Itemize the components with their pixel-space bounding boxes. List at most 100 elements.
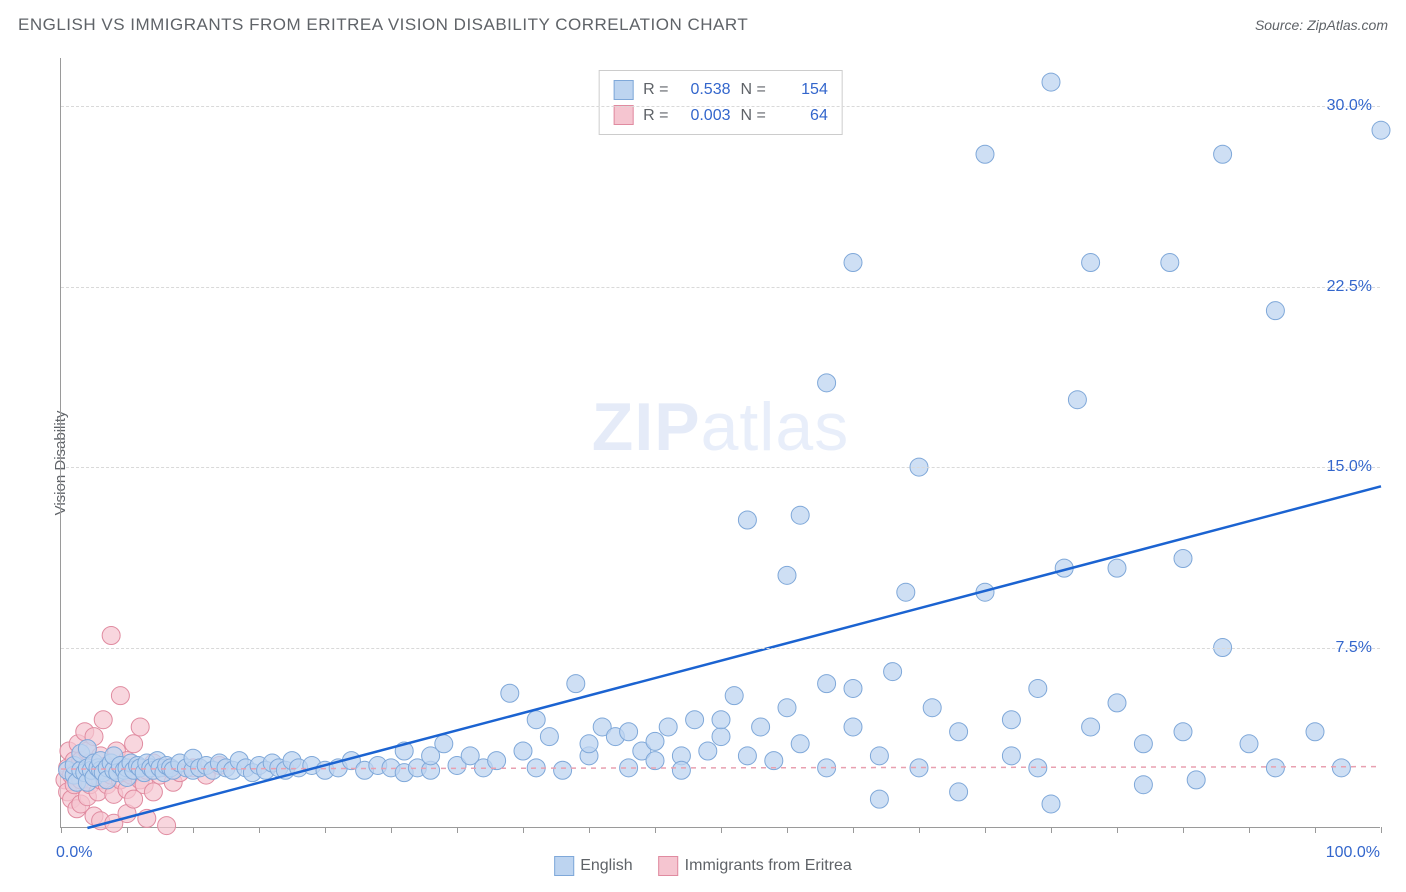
- scatter-point-english: [791, 506, 809, 524]
- scatter-point-english: [1187, 771, 1205, 789]
- x-tick: [1117, 827, 1118, 833]
- scatter-point-english: [686, 711, 704, 729]
- scatter-point-english: [844, 254, 862, 272]
- scatter-point-english: [527, 711, 545, 729]
- scatter-point-english: [672, 761, 690, 779]
- legend-swatch-eritrea-icon: [659, 856, 679, 876]
- scatter-point-english: [1266, 759, 1284, 777]
- scatter-point-english: [778, 699, 796, 717]
- legend-label-eritrea: Immigrants from Eritrea: [685, 857, 852, 874]
- x-tick: [1381, 827, 1382, 833]
- scatter-point-english: [435, 735, 453, 753]
- scatter-point-english: [580, 735, 598, 753]
- scatter-point-english: [738, 511, 756, 529]
- scatter-point-english: [976, 145, 994, 163]
- scatter-point-eritrea: [158, 817, 176, 835]
- x-tick: [391, 827, 392, 833]
- scatter-point-english: [1266, 302, 1284, 320]
- title-bar: ENGLISH VS IMMIGRANTS FROM ERITREA VISIO…: [18, 15, 1388, 35]
- legend-swatch-english-icon: [554, 856, 574, 876]
- scatter-point-english: [554, 761, 572, 779]
- scatter-point-english: [1002, 747, 1020, 765]
- scatter-point-english: [1042, 795, 1060, 813]
- scatter-point-english: [1161, 254, 1179, 272]
- x-tick: [1249, 827, 1250, 833]
- r-value-english: 0.538: [679, 77, 731, 103]
- scatter-point-english: [1372, 121, 1390, 139]
- x-tick: [985, 827, 986, 833]
- n-value-english: 154: [776, 77, 828, 103]
- scatter-point-english: [818, 374, 836, 392]
- scatter-point-english: [884, 663, 902, 681]
- n-label: N =: [741, 77, 766, 103]
- scatter-point-eritrea: [144, 783, 162, 801]
- legend-series: English Immigrants from Eritrea: [554, 856, 852, 876]
- x-tick: [1051, 827, 1052, 833]
- scatter-point-english: [950, 783, 968, 801]
- r-label: R =: [643, 77, 668, 103]
- scatter-point-english: [897, 583, 915, 601]
- x-tick: [1183, 827, 1184, 833]
- x-tick-label-min: 0.0%: [56, 844, 92, 862]
- x-tick-label-max: 100.0%: [1326, 844, 1380, 862]
- source-prefix: Source:: [1255, 17, 1307, 33]
- scatter-point-english: [1042, 73, 1060, 91]
- scatter-point-english: [725, 687, 743, 705]
- scatter-point-english: [950, 723, 968, 741]
- scatter-point-eritrea: [111, 687, 129, 705]
- x-tick: [523, 827, 524, 833]
- x-tick: [787, 827, 788, 833]
- scatter-point-english: [752, 718, 770, 736]
- source-attribution: Source: ZipAtlas.com: [1255, 17, 1388, 33]
- scatter-point-english: [646, 752, 664, 770]
- source-name: ZipAtlas.com: [1307, 17, 1388, 33]
- gridline: [61, 648, 1380, 649]
- legend-swatch-eritrea: [613, 105, 633, 125]
- scatter-point-english: [646, 732, 664, 750]
- scatter-point-eritrea: [94, 711, 112, 729]
- x-tick: [853, 827, 854, 833]
- y-tick-label: 22.5%: [1327, 278, 1372, 296]
- scatter-point-english: [765, 752, 783, 770]
- scatter-point-english: [1306, 723, 1324, 741]
- scatter-point-english: [1108, 559, 1126, 577]
- x-tick: [589, 827, 590, 833]
- y-tick-label: 15.0%: [1327, 458, 1372, 476]
- x-tick: [325, 827, 326, 833]
- x-tick: [721, 827, 722, 833]
- chart-title: ENGLISH VS IMMIGRANTS FROM ERITREA VISIO…: [18, 15, 748, 35]
- x-tick: [127, 827, 128, 833]
- scatter-point-english: [1174, 723, 1192, 741]
- scatter-point-english: [501, 684, 519, 702]
- scatter-point-english: [712, 728, 730, 746]
- trend-line-english: [87, 486, 1381, 828]
- x-tick: [1315, 827, 1316, 833]
- scatter-point-english: [870, 790, 888, 808]
- scatter-point-english: [1068, 391, 1086, 409]
- scatter-point-english: [1332, 759, 1350, 777]
- x-tick: [61, 827, 62, 833]
- scatter-point-english: [1002, 711, 1020, 729]
- chart-svg: [61, 58, 1380, 827]
- x-tick: [655, 827, 656, 833]
- scatter-point-english: [540, 728, 558, 746]
- scatter-point-english: [488, 752, 506, 770]
- x-tick: [457, 827, 458, 833]
- legend-swatch-english: [613, 80, 633, 100]
- scatter-point-english: [818, 675, 836, 693]
- scatter-point-eritrea: [131, 718, 149, 736]
- scatter-point-eritrea: [125, 735, 143, 753]
- scatter-point-english: [1082, 718, 1100, 736]
- plot-area: ZIPatlas R = 0.538 N = 154 R = 0.003 N =…: [60, 58, 1380, 828]
- legend-item-english: English: [554, 856, 632, 876]
- legend-stats: R = 0.538 N = 154 R = 0.003 N = 64: [598, 70, 843, 135]
- scatter-point-eritrea: [102, 627, 120, 645]
- plot-outer: Vision Disability ZIPatlas R = 0.538 N =…: [18, 48, 1388, 878]
- x-tick: [919, 827, 920, 833]
- gridline: [61, 106, 1380, 107]
- scatter-point-english: [923, 699, 941, 717]
- scatter-point-english: [738, 747, 756, 765]
- scatter-point-english: [1214, 145, 1232, 163]
- scatter-point-english: [1082, 254, 1100, 272]
- legend-stats-row-english: R = 0.538 N = 154: [613, 77, 828, 103]
